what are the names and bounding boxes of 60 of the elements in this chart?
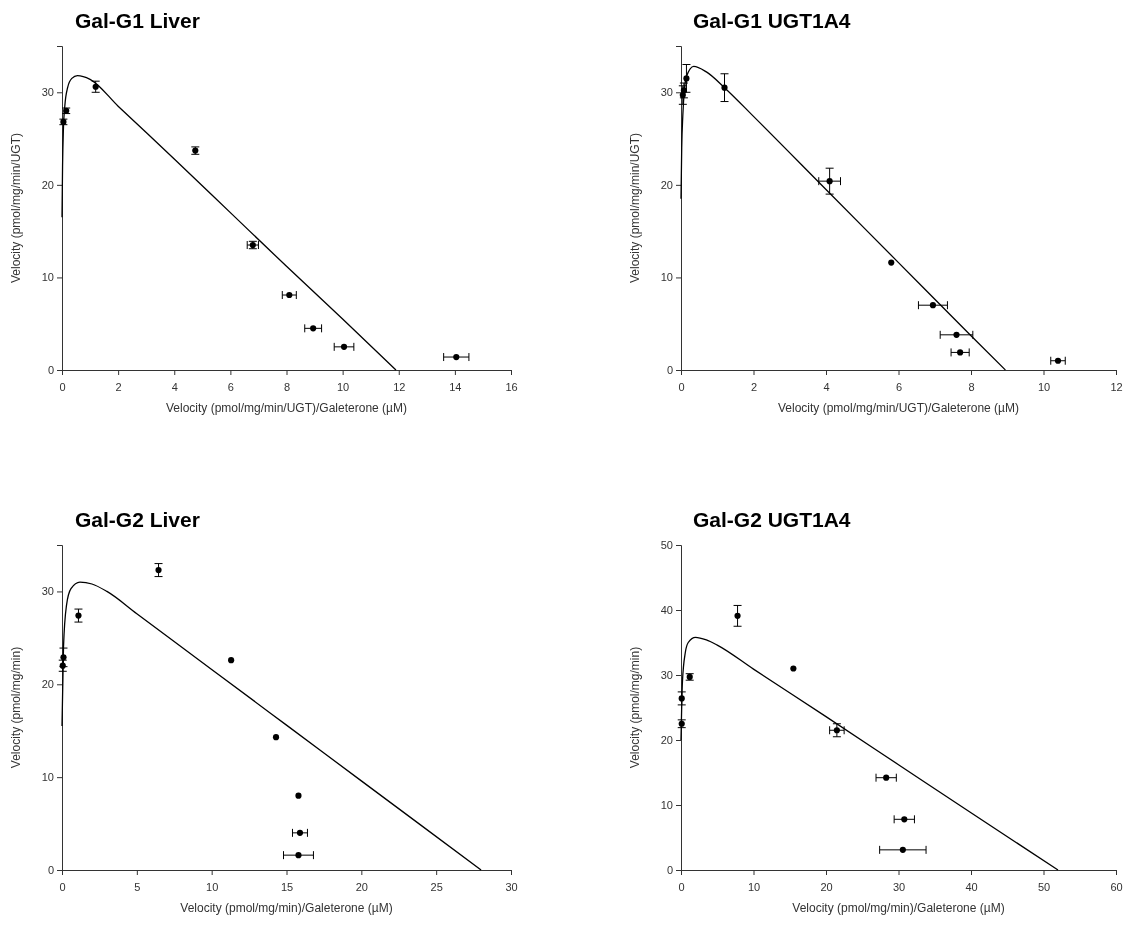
y-tick-label: 30 (41, 585, 54, 598)
x-tick-label: 10 (337, 381, 350, 394)
x-tick-label: 12 (393, 381, 406, 394)
x-tick-label: 4 (171, 381, 178, 394)
chart-title: Gal-G1 UGT1A4 (693, 9, 851, 32)
chart-title: Gal-G2 UGT1A4 (693, 508, 851, 531)
y-tick-label: 30 (41, 86, 54, 99)
y-tick-label: 30 (660, 86, 673, 99)
y-tick-label: 0 (47, 364, 54, 377)
x-tick-label: 14 (449, 381, 462, 394)
x-tick-label: 8 (283, 381, 291, 394)
x-tick-label: 12 (1110, 381, 1123, 394)
y-axis-title: Velocity (pmol/mg/min) (9, 646, 23, 769)
y-tick-label: 20 (660, 178, 673, 191)
x-tick-label: 20 (355, 881, 368, 894)
x-tick-label: 6 (895, 381, 903, 394)
x-axis-title: Velocity (pmol/mg/min)/Galeterone (µM) (792, 901, 1005, 915)
y-tick-label: 0 (666, 364, 673, 377)
y-tick-label: 20 (660, 734, 673, 747)
x-tick-label: 15 (280, 881, 294, 894)
x-tick-label: 16 (505, 381, 518, 394)
x-tick-label: 4 (823, 381, 830, 394)
y-tick-label: 30 (660, 669, 673, 682)
x-tick-label: 20 (820, 881, 833, 894)
y-tick-label: 10 (41, 271, 54, 284)
y-tick-label: 50 (660, 539, 673, 552)
x-tick-label: 0 (59, 881, 66, 894)
x-axis-title: Velocity (pmol/mg/min/UGT)/Galeterone (µM) (166, 401, 407, 415)
y-tick-label: 20 (41, 678, 54, 691)
x-tick-label: 25 (430, 881, 443, 894)
x-tick-label: 0 (678, 381, 685, 394)
x-tick-label: 2 (115, 381, 122, 394)
y-tick-label: 10 (660, 271, 673, 284)
y-axis-title: Velocity (pmol/mg/min/UGT) (628, 132, 642, 284)
x-tick-label: 0 (678, 881, 685, 894)
y-tick-label: 10 (660, 799, 673, 812)
x-tick-label: 10 (206, 881, 219, 894)
y-tick-label: 0 (666, 864, 673, 877)
y-tick-label: 40 (660, 604, 673, 617)
chart-title: Gal-G1 Liver (75, 9, 200, 32)
x-tick-label: 2 (750, 381, 758, 394)
x-tick-label: 50 (1037, 881, 1051, 894)
x-tick-label: 30 (892, 881, 906, 894)
y-axis-title: Velocity (pmol/mg/min/UGT) (9, 132, 23, 284)
x-tick-label: 30 (505, 881, 518, 894)
chart-title: Gal-G2 Liver (75, 508, 200, 531)
y-tick-label: 20 (41, 178, 54, 191)
y-axis-title: Velocity (pmol/mg/min) (628, 646, 642, 769)
x-tick-label: 8 (968, 381, 975, 394)
x-tick-label: 6 (227, 381, 234, 394)
x-axis-title: Velocity (pmol/mg/min/UGT)/Galeterone (µM) (778, 401, 1019, 415)
x-tick-label: 10 (1037, 381, 1051, 394)
x-tick-label: 10 (747, 881, 761, 894)
x-tick-label: 60 (1110, 881, 1123, 894)
x-tick-label: 0 (59, 381, 66, 394)
x-tick-label: 40 (965, 881, 978, 894)
x-tick-label: 5 (134, 881, 141, 894)
y-tick-label: 0 (47, 864, 54, 877)
y-tick-label: 10 (41, 771, 54, 784)
x-axis-title: Velocity (pmol/mg/min)/Galeterone (µM) (180, 901, 393, 915)
